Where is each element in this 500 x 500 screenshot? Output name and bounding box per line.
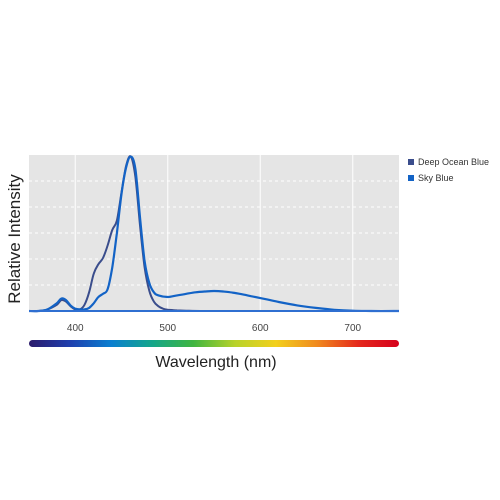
x-tick-labels: 400 500 600 700: [67, 323, 362, 334]
x-tick-label: 500: [159, 323, 176, 334]
legend-label: Deep Ocean Blue: [418, 157, 490, 167]
legend-label: Sky Blue: [418, 173, 454, 183]
legend-item-deep-ocean-blue: Deep Ocean Blue: [408, 154, 489, 170]
x-tick-label: 700: [344, 323, 361, 334]
legend-item-sky-blue: Sky Blue: [408, 170, 489, 186]
series-line-sky-blue: [28, 155, 400, 313]
legend-swatch: [408, 159, 414, 165]
legend: Deep Ocean Blue Sky Blue: [408, 154, 489, 186]
y-axis-label: Relative Intensity: [5, 174, 24, 304]
x-tick-label: 600: [252, 323, 269, 334]
legend-swatch: [408, 175, 414, 181]
wavelength-color-bar: [29, 340, 399, 347]
x-axis-label: Wavelength (nm): [155, 354, 276, 371]
x-tick-label: 400: [67, 323, 84, 334]
